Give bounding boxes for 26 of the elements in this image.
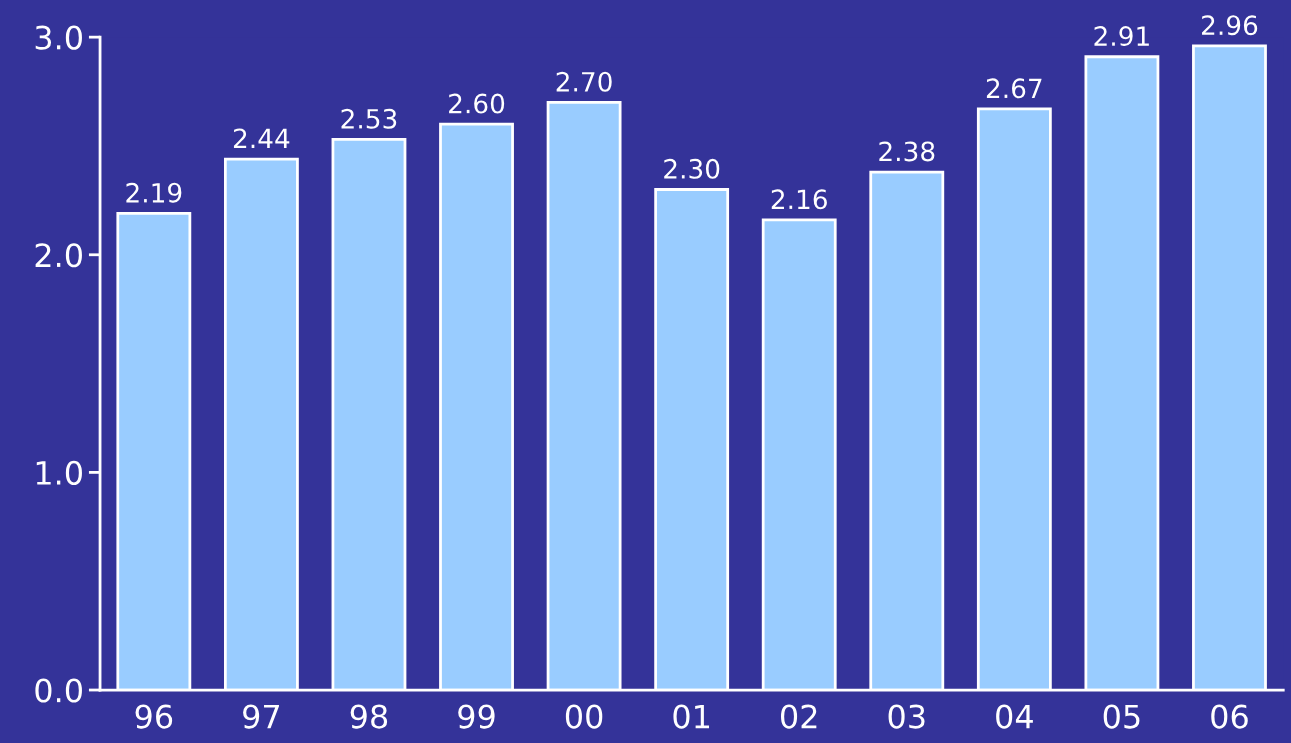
y-tick-label: 1.0 <box>36 460 82 485</box>
y-tick-label: 2.0 <box>35 243 82 268</box>
x-tick-label: 01 <box>673 704 710 729</box>
data-label: 2.30 <box>664 158 720 179</box>
x-tick-label: 00 <box>565 704 603 729</box>
data-label: 2.19 <box>126 182 182 203</box>
x-tick-label: 96 <box>135 704 173 729</box>
data-label: 2.38 <box>879 141 935 162</box>
data-label: 2.70 <box>556 71 612 92</box>
y-tick-label: 0.0 <box>35 678 82 703</box>
x-tick-label: 03 <box>888 704 925 729</box>
x-tick-label: 04 <box>996 704 1033 729</box>
x-tick-label: 06 <box>1211 704 1248 729</box>
data-label: 2.44 <box>233 128 290 148</box>
data-label: 2.60 <box>449 93 505 114</box>
x-tick-label: 99 <box>458 704 495 729</box>
data-label: 2.53 <box>341 108 397 129</box>
data-label: 2.91 <box>1094 26 1149 47</box>
y-tick-label: 3.0 <box>35 25 82 50</box>
x-tick-label: 97 <box>243 704 279 729</box>
data-label: 2.67 <box>986 78 1042 99</box>
x-tick-label: 05 <box>1103 704 1140 729</box>
x-tick-label: 02 <box>781 704 817 729</box>
data-label: 2.96 <box>1202 15 1258 36</box>
x-tick-label: 98 <box>350 704 388 729</box>
data-label: 2.16 <box>771 189 827 210</box>
